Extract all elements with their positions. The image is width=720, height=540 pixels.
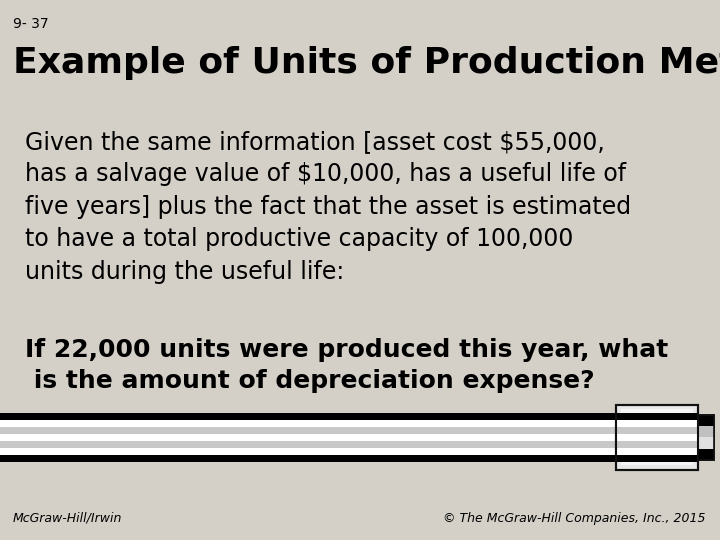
Bar xyxy=(0,455,619,462)
Bar xyxy=(0,427,619,434)
Text: Given the same information [asset cost $55,000,
has a salvage value of $10,000, : Given the same information [asset cost $… xyxy=(25,130,631,284)
Bar xyxy=(0,448,619,455)
Bar xyxy=(616,427,698,434)
Bar xyxy=(0,413,619,420)
Bar xyxy=(0,441,619,448)
Bar xyxy=(616,413,698,420)
Text: McGraw-Hill/Irwin: McGraw-Hill/Irwin xyxy=(13,512,122,525)
Bar xyxy=(616,405,698,470)
Bar xyxy=(616,455,698,462)
Bar xyxy=(0,434,619,441)
Bar xyxy=(0,420,619,427)
Text: If 22,000 units were produced this year, what
 is the amount of depreciation exp: If 22,000 units were produced this year,… xyxy=(25,338,668,393)
Text: Example of Units of Production Method: Example of Units of Production Method xyxy=(13,46,720,80)
Bar xyxy=(616,448,698,455)
Bar xyxy=(698,437,714,449)
Bar xyxy=(616,434,698,441)
Bar xyxy=(698,426,714,437)
Bar xyxy=(616,405,698,470)
Bar xyxy=(616,441,698,448)
Bar xyxy=(698,449,714,460)
Bar xyxy=(698,415,714,426)
Bar xyxy=(698,415,714,460)
Text: © The McGraw-Hill Companies, Inc., 2015: © The McGraw-Hill Companies, Inc., 2015 xyxy=(443,512,706,525)
Bar xyxy=(698,415,714,460)
Text: 9- 37: 9- 37 xyxy=(13,17,48,31)
Bar xyxy=(621,409,693,465)
Bar xyxy=(616,420,698,427)
